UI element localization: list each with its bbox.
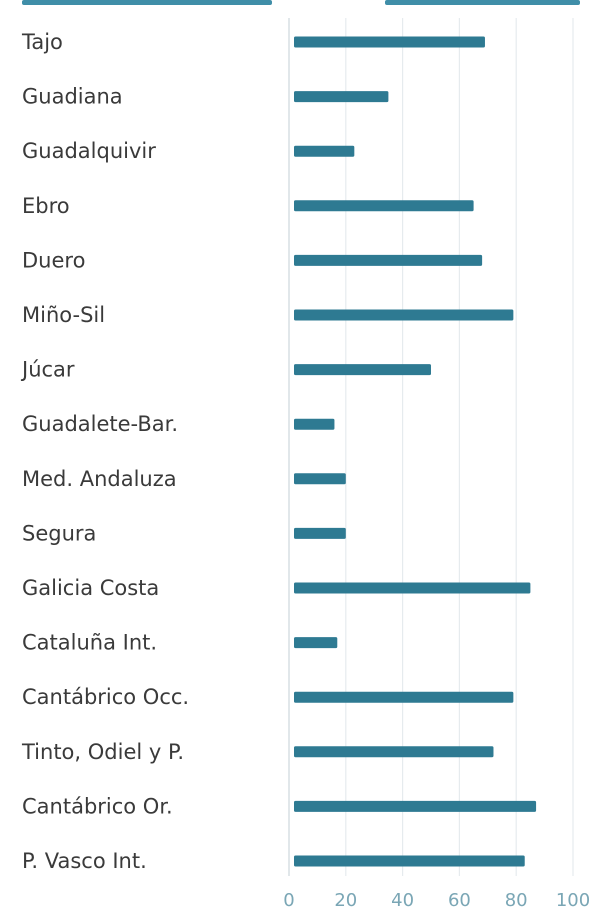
- category-label: Guadalquivir: [22, 139, 156, 163]
- bar-8: [294, 418, 335, 430]
- category-label: P. Vasco Int.: [22, 849, 147, 873]
- bar-1: [294, 36, 485, 48]
- category-label: Tajo: [21, 30, 63, 54]
- x-tick-label: 0: [283, 890, 294, 911]
- category-label: Cantábrico Occ.: [22, 685, 189, 709]
- category-label: Duero: [22, 248, 85, 272]
- bar-10: [294, 527, 346, 539]
- x-axis-ticks: 0 20 40 60 80 100: [283, 890, 590, 911]
- bar-9: [294, 473, 346, 485]
- cropped-header-left: [22, 0, 272, 5]
- bar-12: [294, 637, 338, 649]
- x-tick-label: 100: [556, 890, 590, 911]
- x-tick-label: 60: [448, 890, 471, 911]
- bar-7: [294, 364, 431, 376]
- bar-2: [294, 91, 389, 103]
- x-tick-label: 20: [334, 890, 357, 911]
- bar-16: [294, 855, 525, 867]
- bar-14: [294, 746, 494, 758]
- bar-6: [294, 309, 514, 321]
- category-label: Miño-Sil: [22, 303, 105, 327]
- bar-5: [294, 254, 483, 266]
- category-label: Guadiana: [22, 85, 123, 109]
- category-label: Guadalete-Bar.: [22, 412, 178, 436]
- bar-3: [294, 145, 355, 157]
- x-tick-label: 40: [391, 890, 414, 911]
- category-label: Ebro: [22, 194, 70, 218]
- bar-15: [294, 800, 537, 812]
- grid-lines: [288, 18, 574, 876]
- bars: [294, 36, 537, 867]
- category-label: Galicia Costa: [22, 576, 159, 600]
- category-labels: Tajo Guadiana Guadalquivir Ebro Duero Miño-Si…: [20, 30, 189, 873]
- bar-13: [294, 691, 514, 703]
- category-label: Med. Andaluza: [22, 467, 177, 491]
- category-label: Segura: [22, 521, 96, 545]
- category-label: Júcar: [20, 358, 75, 382]
- category-label: Tinto, Odiel y P.: [21, 740, 184, 764]
- category-label: Cataluña Int.: [22, 631, 157, 655]
- bar-4: [294, 200, 474, 212]
- x-tick-label: 80: [505, 890, 528, 911]
- category-label: Cantábrico Or.: [22, 794, 173, 818]
- bar-11: [294, 582, 531, 594]
- cropped-header-right: [385, 0, 580, 5]
